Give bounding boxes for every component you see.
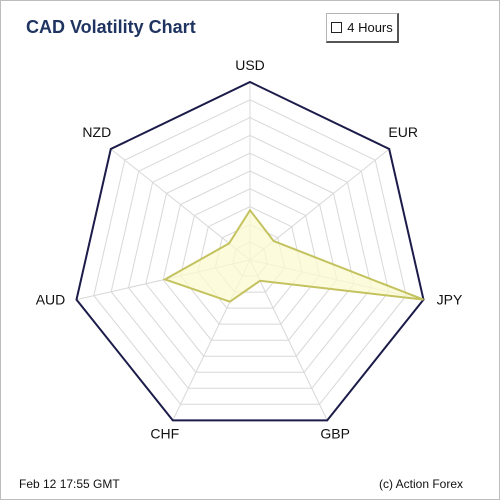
axis-label-aud: AUD [36, 292, 66, 308]
grid-ring [197, 206, 303, 309]
period-button[interactable]: 4 Hours [326, 13, 399, 43]
axis-label-jpy: JPY [437, 292, 463, 308]
radar-grid [93, 99, 407, 405]
grid-ring [180, 188, 320, 325]
axis-spoke-nzd [110, 148, 251, 261]
series-area [162, 208, 424, 303]
grid-ring [145, 152, 355, 357]
axis-spoke-gbp [249, 259, 328, 421]
chart-title: CAD Volatility Chart [26, 17, 196, 37]
timestamp: Feb 12 17:55 GMT [19, 477, 120, 491]
axis-labels: USD EUR JPY GBP CHF AUD NZD [36, 57, 463, 441]
period-button-label: 4 Hours [347, 20, 393, 35]
grid-ring [127, 134, 373, 373]
axis-label-usd: USD [235, 57, 265, 73]
grid-ring [93, 99, 407, 405]
axis-label-chf: CHF [150, 425, 179, 441]
axis-label-eur: EUR [388, 124, 418, 140]
axis-label-gbp: GBP [320, 425, 350, 441]
checkbox-icon [331, 22, 343, 33]
axis-label-nzd: NZD [82, 124, 111, 140]
credit: (c) Action Forex [379, 477, 464, 491]
radar-outline [75, 80, 425, 422]
grid-ring [110, 117, 390, 389]
grid-ring [162, 170, 338, 341]
